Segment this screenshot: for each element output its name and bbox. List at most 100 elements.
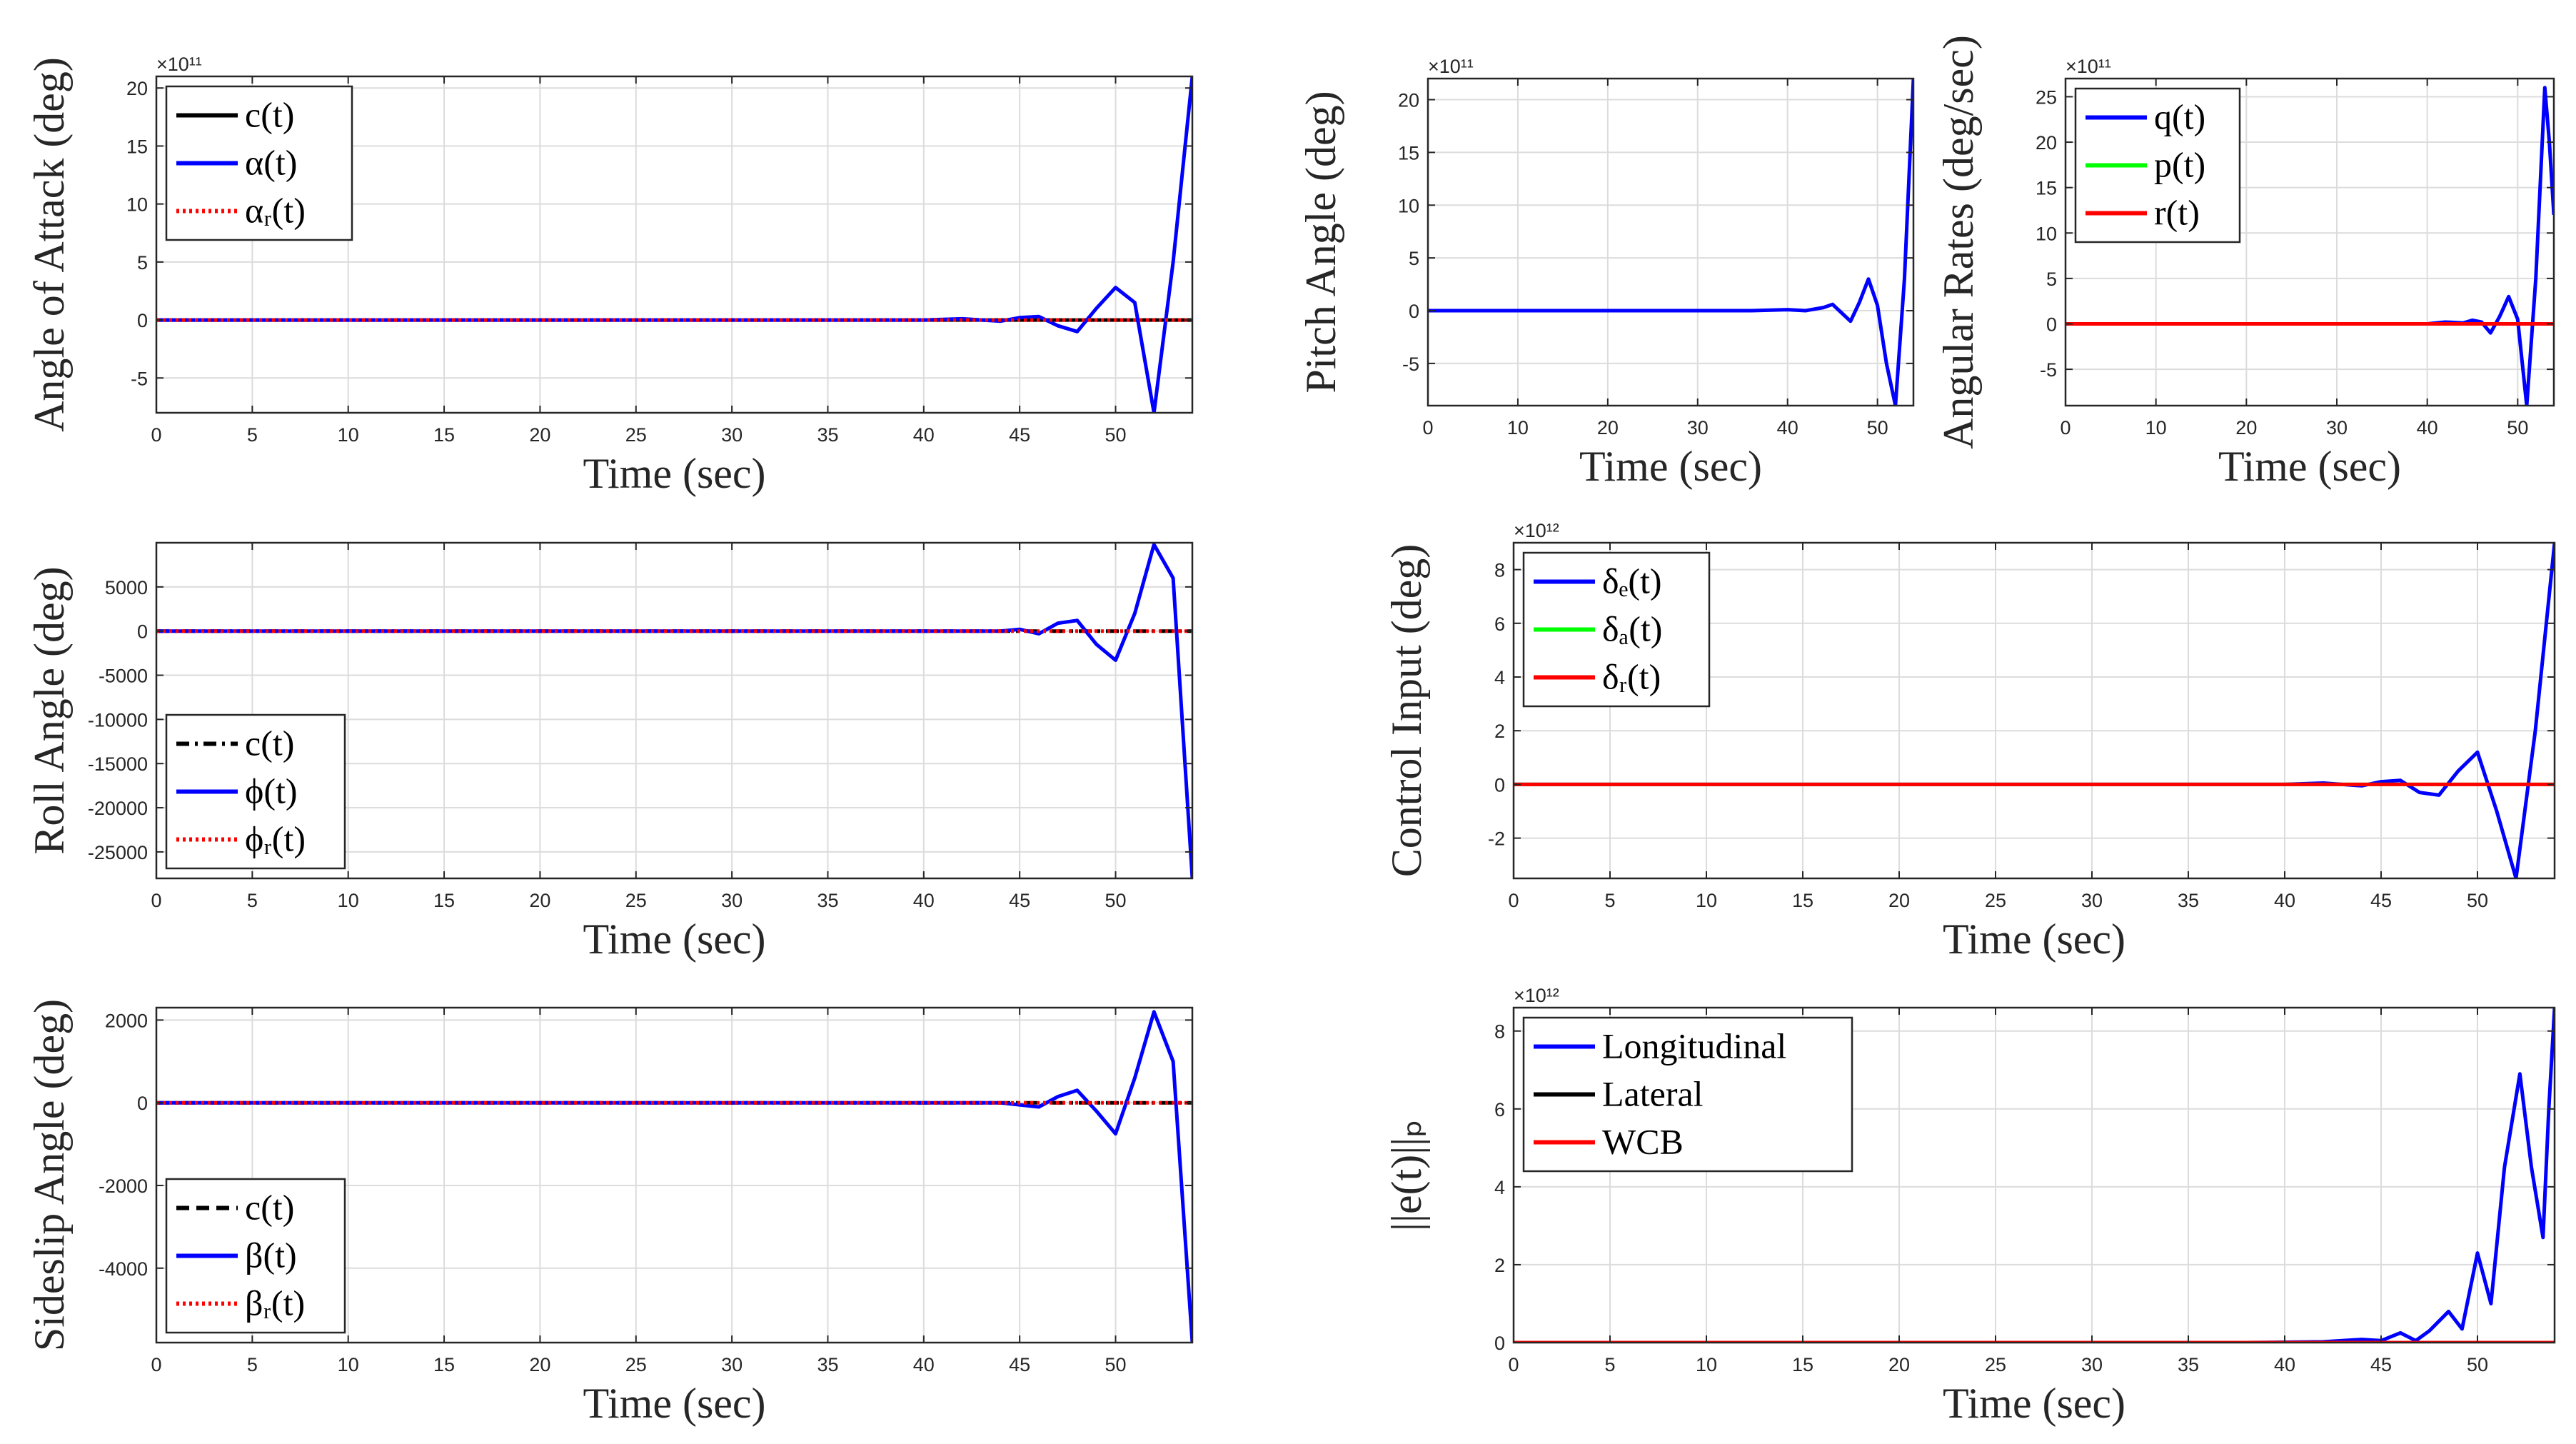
y-axis-label: Pitch Angle (deg) xyxy=(1297,91,1344,393)
x-tick-label: 35 xyxy=(817,890,838,911)
x-tick-label: 40 xyxy=(2274,1354,2295,1375)
series-line xyxy=(156,543,1192,878)
y-tick-label: 2000 xyxy=(105,1010,148,1031)
legend-label: Longitudinal xyxy=(1602,1026,1786,1066)
y-tick-label: 5 xyxy=(2046,269,2057,290)
x-tick-label: 25 xyxy=(625,890,647,911)
y-tick-label: 25 xyxy=(2036,86,2057,108)
y-tick-label: -25000 xyxy=(88,842,148,863)
x-tick-label: 15 xyxy=(433,424,455,446)
y-tick-label: 0 xyxy=(2046,314,2057,336)
chart-control: 0 5 10 15 20 25 30 35 40 45 50 -2 0 2 4 6 8 ×10¹² Time (se… xyxy=(1383,520,2556,963)
x-tick-label: 35 xyxy=(817,1354,838,1375)
series-line xyxy=(1514,1008,2555,1343)
y-axis-label: ||e(t)||ₚ xyxy=(1383,1119,1430,1231)
y-tick-label: -5 xyxy=(1402,354,1419,375)
x-tick-label: 5 xyxy=(247,890,258,911)
legend: q(t) p(t) r(t) xyxy=(2074,87,2241,244)
axes-frame xyxy=(1512,541,2556,880)
legend-label: r(t) xyxy=(2154,193,2200,233)
x-tick-label: 20 xyxy=(529,890,550,911)
y-tick-label: 0 xyxy=(1494,774,1505,796)
y-tick-label: 0 xyxy=(137,310,148,331)
y-tick-label: -15000 xyxy=(88,753,148,775)
x-tick-label: 30 xyxy=(2081,1354,2103,1375)
x-tick-label: 0 xyxy=(1508,1354,1519,1375)
x-tick-label: 50 xyxy=(2467,890,2488,911)
x-tick-label: 5 xyxy=(247,424,258,446)
y-tick-label: 5000 xyxy=(105,577,148,598)
plot-area xyxy=(1428,79,1913,406)
axes-frame xyxy=(1512,1006,2556,1344)
x-tick-label: 10 xyxy=(338,1354,359,1375)
legend-label: β(t) xyxy=(245,1235,297,1275)
x-tick-label: 10 xyxy=(338,890,359,911)
chart-sideslip: 0 5 10 15 20 25 30 35 40 45 50 -4000 -2000 0 2000 Time … xyxy=(26,999,1194,1427)
axis-exponent: ×10¹² xyxy=(1514,520,1559,541)
x-tick-label: 5 xyxy=(1604,1354,1615,1375)
x-axis-label: Time (sec) xyxy=(1943,1380,2125,1427)
legend-label: δₑ(t) xyxy=(1602,561,1662,601)
y-tick-label: 15 xyxy=(126,136,148,157)
x-tick-label: 5 xyxy=(1604,890,1615,911)
y-tick-label: 0 xyxy=(1409,301,1419,322)
x-tick-label: 40 xyxy=(2274,890,2295,911)
x-tick-label: 0 xyxy=(151,424,161,446)
y-axis-label: Angular Rates (deg/sec) xyxy=(1935,35,1982,449)
x-tick-label: 30 xyxy=(721,890,743,911)
x-tick-label: 35 xyxy=(817,424,838,446)
y-tick-label: -20000 xyxy=(88,798,148,819)
x-tick-label: 20 xyxy=(2235,417,2257,438)
x-axis-label: Time (sec) xyxy=(583,916,765,963)
legend-label: α(t) xyxy=(245,143,297,183)
axes-frame xyxy=(155,541,1194,880)
chart-error: 0 5 10 15 20 25 30 35 40 45 50 0 2 4 6 8 ×10¹² Time (sec)… xyxy=(1383,985,2556,1427)
x-tick-label: 30 xyxy=(721,424,743,446)
y-tick-label: 5 xyxy=(1409,248,1419,269)
y-tick-label: -4000 xyxy=(99,1258,148,1280)
legend: Longitudinal Lateral WCB xyxy=(1522,1016,1853,1173)
x-tick-label: 25 xyxy=(625,424,647,446)
legend-label: ϕᵣ(t) xyxy=(245,819,306,859)
x-axis-label: Time (sec) xyxy=(583,1380,765,1427)
x-tick-label: 45 xyxy=(2370,1354,2392,1375)
x-tick-label: 30 xyxy=(1687,417,1709,438)
x-tick-label: 10 xyxy=(1696,890,1717,911)
x-tick-label: 15 xyxy=(433,1354,455,1375)
x-tick-label: 0 xyxy=(2060,417,2071,438)
y-tick-label: 6 xyxy=(1494,1099,1505,1120)
series-line xyxy=(156,1010,1192,1343)
x-tick-label: 30 xyxy=(2081,890,2103,911)
y-tick-label: -5 xyxy=(131,368,148,389)
axes-frame xyxy=(155,1006,1194,1344)
legend-label: Lateral xyxy=(1602,1074,1704,1114)
axes-frame xyxy=(1427,77,1915,407)
x-tick-label: 35 xyxy=(2178,1354,2199,1375)
x-tick-label: 50 xyxy=(1105,1354,1126,1375)
x-tick-label: 0 xyxy=(1422,417,1433,438)
series-line xyxy=(1428,79,1913,406)
axes-frame xyxy=(155,75,1194,414)
x-tick-label: 10 xyxy=(338,424,359,446)
legend-label: c(t) xyxy=(245,95,294,135)
axis-exponent: ×10¹¹ xyxy=(156,54,202,75)
y-tick-label: 20 xyxy=(1398,90,1419,111)
x-tick-label: 15 xyxy=(433,890,455,911)
y-tick-label: 8 xyxy=(1494,560,1505,581)
axes-frame xyxy=(2064,77,2555,407)
x-tick-label: 35 xyxy=(2178,890,2199,911)
axis-exponent: ×10¹¹ xyxy=(2066,56,2111,77)
x-tick-label: 45 xyxy=(1009,1354,1030,1375)
y-tick-label: 0 xyxy=(137,621,148,643)
y-tick-label: -5000 xyxy=(99,666,148,687)
x-tick-label: 0 xyxy=(1508,890,1519,911)
legend-label: ϕ(t) xyxy=(245,771,298,811)
x-tick-label: 50 xyxy=(1867,417,1888,438)
x-tick-label: 40 xyxy=(2417,417,2438,438)
legend: c(t) α(t) αᵣ(t) xyxy=(165,85,353,241)
x-tick-label: 40 xyxy=(913,1354,935,1375)
legend-label: WCB xyxy=(1602,1122,1684,1162)
legend-label: c(t) xyxy=(245,1188,294,1228)
y-axis-label: Sideslip Angle (deg) xyxy=(26,999,73,1351)
y-tick-label: -10000 xyxy=(88,709,148,731)
